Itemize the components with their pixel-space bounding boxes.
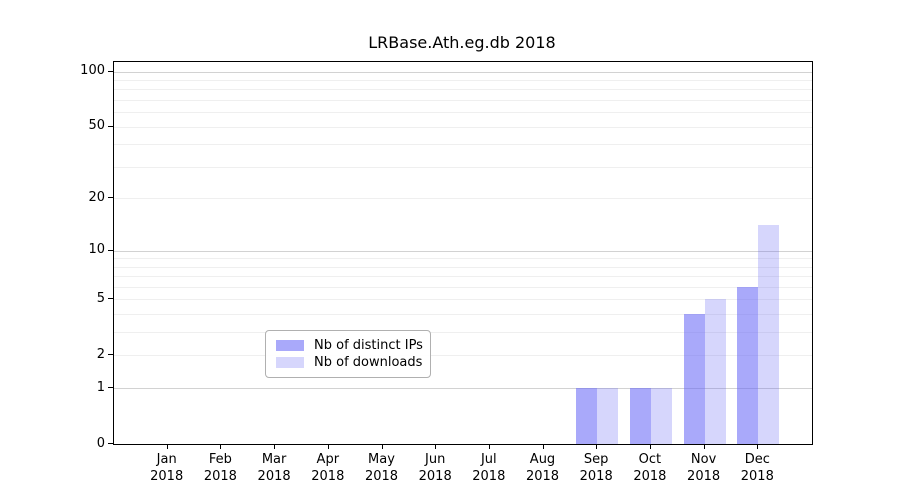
plot-area — [113, 61, 813, 445]
x-tick-label-feb: Feb 2018 — [203, 452, 237, 484]
y-tick-mark — [108, 443, 113, 444]
gridline-minor — [114, 198, 812, 200]
bar-distinct-ips-nov — [683, 314, 705, 444]
chart-title: LRBase.Ath.eg.db 2018 — [368, 33, 556, 52]
legend-item-downloads: Nb of downloads — [276, 354, 430, 371]
y-tick-label: 50 — [88, 118, 105, 134]
gridline-major — [114, 250, 812, 252]
gridline-minor — [114, 112, 812, 114]
gridline-minor — [114, 314, 812, 316]
bar-downloads-oct — [650, 388, 672, 444]
y-tick-label: 20 — [88, 189, 105, 205]
legend-label: Nb of distinct IPs — [314, 338, 423, 353]
gridline-minor — [114, 99, 812, 101]
gridline-minor — [114, 89, 812, 91]
legend-item-distinct-ips: Nb of distinct IPs — [276, 337, 430, 354]
x-tick-label-oct: Oct 2018 — [633, 452, 667, 484]
y-tick-mark — [108, 387, 113, 389]
y-tick-mark — [108, 125, 113, 127]
gridline-major — [114, 71, 812, 73]
y-tick-mark — [108, 354, 113, 356]
bar-downloads-sep — [597, 388, 619, 444]
x-tick-mark — [703, 444, 705, 449]
x-tick-mark — [757, 444, 759, 449]
y-tick-mark — [108, 70, 113, 72]
x-tick-mark — [327, 444, 329, 449]
gridline-minor — [114, 258, 812, 260]
x-tick-label-jun: Jun 2018 — [418, 452, 452, 484]
x-tick-mark — [649, 444, 651, 449]
distinct-ips-swatch-icon — [276, 340, 304, 351]
y-tick-label: 10 — [88, 242, 105, 257]
y-tick-label: 100 — [80, 63, 105, 78]
x-tick-label-may: May 2018 — [364, 452, 399, 484]
bar-distinct-ips-sep — [576, 388, 598, 444]
x-tick-mark — [274, 444, 276, 449]
gridline-minor — [114, 286, 812, 288]
x-tick-label-sep: Sep 2018 — [579, 452, 613, 484]
x-tick-mark — [596, 444, 598, 449]
gridline-minor — [114, 166, 812, 168]
gridline-minor — [114, 355, 812, 357]
x-tick-mark — [166, 444, 168, 449]
x-tick-mark — [381, 444, 383, 449]
gridline-minor — [114, 299, 812, 301]
gridline-minor — [114, 126, 812, 128]
y-tick-label: 0 — [96, 435, 105, 451]
x-tick-label-aug: Aug 2018 — [525, 452, 560, 484]
x-tick-label-jan: Jan 2018 — [150, 452, 184, 484]
x-tick-label-apr: Apr 2018 — [311, 452, 345, 484]
legend-label: Nb of downloads — [314, 355, 423, 370]
gridline-minor — [114, 276, 812, 278]
x-tick-mark — [542, 444, 544, 449]
y-tick-label: 2 — [96, 346, 105, 362]
x-tick-label-jul: Jul 2018 — [472, 452, 506, 484]
y-tick-mark — [108, 249, 113, 251]
gridline-minor — [114, 79, 812, 81]
y-tick-mark — [108, 298, 113, 300]
x-tick-mark — [435, 444, 437, 449]
gridline-minor — [114, 266, 812, 268]
downloads-swatch-icon — [276, 357, 304, 368]
bar-distinct-ips-oct — [629, 388, 651, 444]
x-tick-mark — [488, 444, 490, 449]
x-tick-mark — [220, 444, 222, 449]
legend: Nb of distinct IPs Nb of downloads — [265, 330, 431, 378]
x-tick-label-nov: Nov 2018 — [687, 452, 721, 484]
x-tick-label-dec: Dec 2018 — [740, 452, 774, 484]
gridline-minor — [114, 332, 812, 334]
gridline-major — [114, 388, 812, 390]
gridline-minor — [114, 144, 812, 146]
bar-distinct-ips-dec — [737, 286, 759, 444]
y-tick-label: 5 — [96, 290, 105, 306]
y-tick-label: 1 — [96, 379, 105, 395]
bar-downloads-nov — [704, 299, 726, 444]
y-tick-mark — [108, 197, 113, 199]
x-tick-label-mar: Mar 2018 — [257, 452, 291, 484]
bar-downloads-dec — [758, 225, 780, 444]
